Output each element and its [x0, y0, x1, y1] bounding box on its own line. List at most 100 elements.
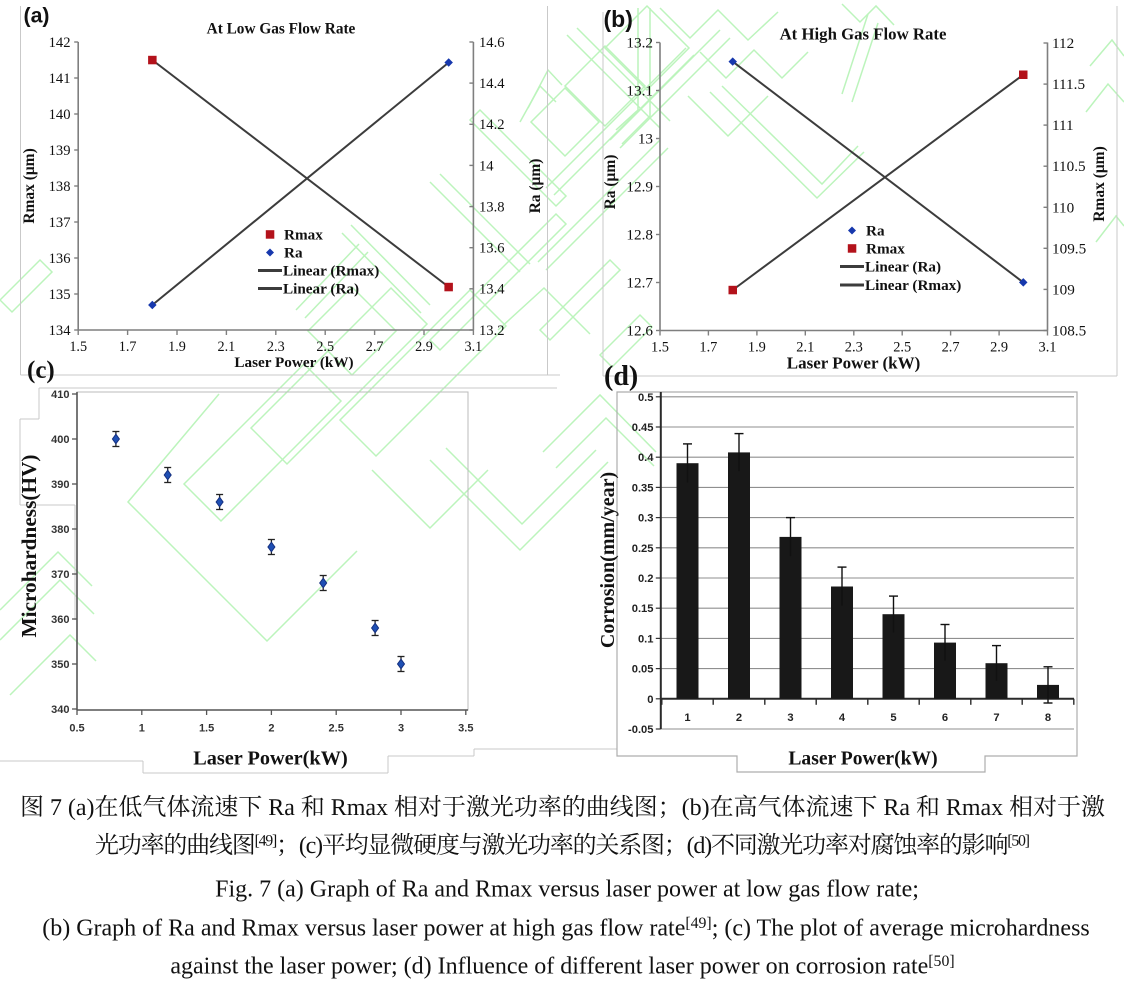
svg-text:135: 135: [49, 287, 71, 303]
svg-text:13.8: 13.8: [479, 200, 505, 216]
svg-text:At High Gas Flow Rate: At High Gas Flow Rate: [780, 25, 947, 44]
svg-text:13.6: 13.6: [479, 241, 505, 257]
svg-text:2.9: 2.9: [415, 339, 433, 355]
svg-text:141: 141: [49, 71, 71, 87]
svg-text:140: 140: [49, 107, 71, 123]
svg-text:14.6: 14.6: [479, 35, 505, 51]
svg-text:2: 2: [736, 712, 742, 724]
svg-text:Linear (Rmax): Linear (Rmax): [865, 277, 961, 294]
svg-text:2.5: 2.5: [329, 723, 344, 735]
svg-text:1.7: 1.7: [119, 339, 137, 355]
svg-text:13.4: 13.4: [479, 282, 505, 298]
svg-text:2.7: 2.7: [366, 339, 384, 355]
svg-text:5: 5: [890, 712, 896, 724]
svg-text:12.6: 12.6: [626, 323, 653, 340]
svg-text:3.5: 3.5: [458, 723, 473, 735]
svg-text:(b): (b): [604, 6, 633, 32]
svg-text:110.5: 110.5: [1052, 158, 1086, 175]
svg-text:Ra: Ra: [866, 223, 885, 240]
svg-text:13.2: 13.2: [626, 35, 653, 52]
svg-text:(d): (d): [604, 361, 638, 392]
svg-text:1.5: 1.5: [651, 340, 669, 356]
svg-text:1.5: 1.5: [199, 723, 214, 735]
svg-text:134: 134: [49, 323, 72, 339]
svg-text:14.4: 14.4: [479, 76, 505, 92]
svg-text:2.1: 2.1: [218, 339, 236, 355]
svg-text:3.1: 3.1: [1039, 340, 1057, 356]
svg-text:(c): (c): [27, 357, 55, 384]
svg-text:(a): (a): [24, 4, 50, 28]
svg-text:112: 112: [1052, 35, 1074, 52]
svg-text:109.5: 109.5: [1052, 240, 1086, 257]
svg-text:Microhardness(HV): Microhardness(HV): [17, 455, 41, 638]
svg-text:13: 13: [638, 131, 653, 148]
svg-text:142: 142: [49, 35, 71, 51]
svg-text:136: 136: [49, 251, 71, 267]
svg-text:410: 410: [51, 389, 69, 401]
svg-text:1: 1: [684, 712, 690, 724]
svg-text:Linear (Ra): Linear (Ra): [283, 281, 359, 298]
svg-text:Corrosion(mm/year): Corrosion(mm/year): [597, 472, 619, 648]
svg-text:3: 3: [787, 712, 793, 724]
svg-text:-0.05: -0.05: [628, 724, 654, 736]
svg-text:0.5: 0.5: [638, 392, 654, 404]
svg-text:0.15: 0.15: [632, 603, 654, 615]
svg-text:108.5: 108.5: [1052, 323, 1086, 340]
svg-text:111.5: 111.5: [1052, 76, 1085, 93]
svg-text:370: 370: [51, 569, 69, 581]
svg-text:1.5: 1.5: [69, 339, 87, 355]
svg-text:2.5: 2.5: [893, 340, 911, 356]
svg-text:110: 110: [1052, 199, 1075, 216]
svg-text:0.3: 0.3: [638, 513, 654, 525]
svg-text:0.25: 0.25: [632, 543, 654, 555]
svg-text:2.9: 2.9: [990, 340, 1008, 356]
svg-text:against the laser power; (d) I: against the laser power; (d) Influence o…: [170, 953, 954, 980]
svg-text:0.5: 0.5: [69, 723, 84, 735]
svg-text:At Low Gas Flow Rate: At Low Gas Flow Rate: [207, 21, 356, 38]
svg-text:109: 109: [1052, 281, 1075, 298]
svg-text:0.2: 0.2: [638, 573, 654, 585]
svg-text:Ra: Ra: [284, 245, 303, 262]
svg-text:Fig. 7 (a) Graph of Ra and Rma: Fig. 7 (a) Graph of Ra and Rmax versus l…: [215, 877, 919, 903]
svg-text:3.1: 3.1: [465, 339, 483, 355]
svg-text:12.7: 12.7: [626, 275, 653, 292]
svg-text:360: 360: [51, 614, 69, 626]
svg-text:13.2: 13.2: [479, 323, 505, 339]
svg-text:4: 4: [839, 712, 846, 724]
svg-text:137: 137: [49, 215, 71, 231]
svg-text:350: 350: [51, 659, 69, 671]
svg-text:Rmax: Rmax: [866, 241, 905, 258]
svg-text:2.7: 2.7: [942, 340, 960, 356]
svg-text:0.35: 0.35: [632, 482, 654, 494]
svg-text:2.3: 2.3: [267, 339, 285, 355]
svg-text:0.45: 0.45: [632, 422, 654, 434]
svg-text:Ra (μm): Ra (μm): [602, 155, 619, 210]
svg-text:2.5: 2.5: [316, 339, 334, 355]
svg-text:13.1: 13.1: [626, 83, 653, 100]
svg-text:1.9: 1.9: [168, 339, 186, 355]
svg-text:Linear (Ra): Linear (Ra): [865, 259, 941, 276]
svg-text:1: 1: [139, 723, 145, 735]
svg-text:Laser Power (kW): Laser Power (kW): [234, 354, 353, 371]
svg-text:400: 400: [51, 434, 69, 446]
svg-text:2: 2: [268, 723, 274, 735]
svg-text:1.7: 1.7: [699, 340, 717, 356]
svg-text:380: 380: [51, 524, 69, 536]
svg-text:0: 0: [647, 694, 653, 706]
svg-text:3: 3: [398, 723, 404, 735]
svg-text:138: 138: [49, 179, 71, 195]
svg-text:1.9: 1.9: [748, 340, 766, 356]
svg-text:0.1: 0.1: [638, 633, 654, 645]
svg-text:14.2: 14.2: [479, 117, 505, 133]
svg-text:6: 6: [942, 712, 948, 724]
svg-text:8: 8: [1045, 712, 1051, 724]
svg-text:Rmax: Rmax: [284, 227, 323, 244]
svg-text:12.8: 12.8: [626, 227, 653, 244]
svg-text:2.3: 2.3: [845, 340, 863, 356]
svg-text:2.1: 2.1: [796, 340, 814, 356]
svg-text:12.9: 12.9: [626, 179, 653, 196]
svg-text:Laser Power(kW): Laser Power(kW): [788, 749, 937, 770]
svg-text:0.05: 0.05: [632, 664, 654, 676]
svg-text:390: 390: [51, 479, 69, 491]
svg-text:0.4: 0.4: [638, 452, 654, 464]
